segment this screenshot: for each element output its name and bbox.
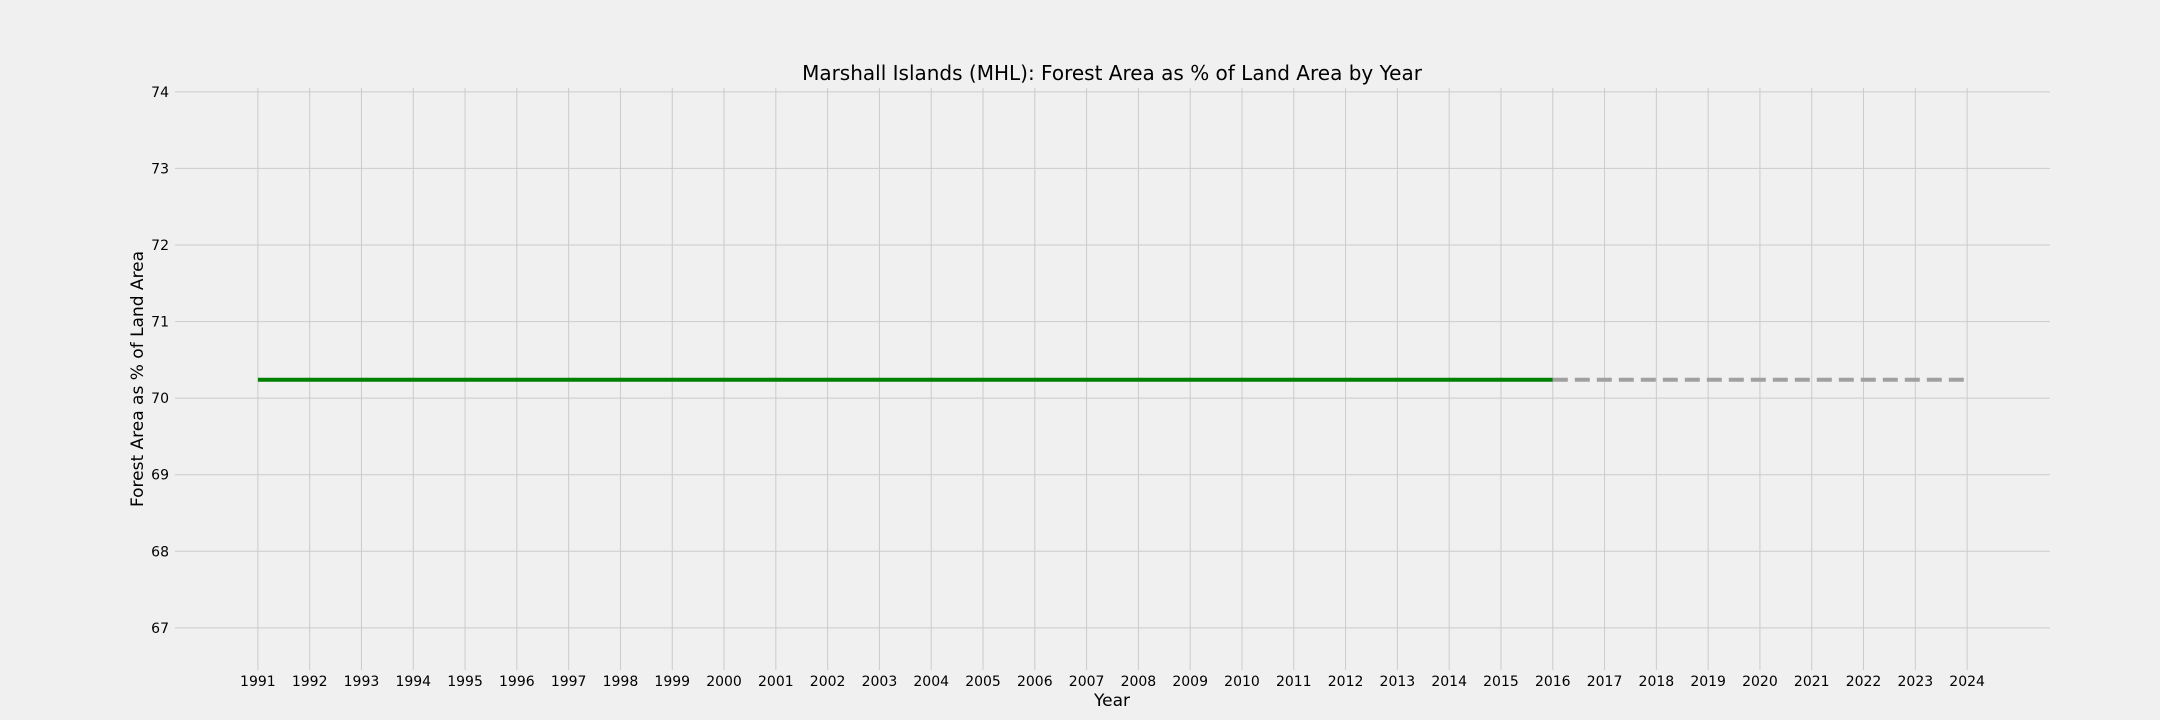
x-tick-label-1998: 1998: [603, 674, 639, 690]
x-tick-label-2001: 2001: [758, 674, 794, 690]
x-tick-label-2010: 2010: [1224, 674, 1260, 690]
y-tick-label-69: 69: [151, 468, 169, 484]
x-tick-label-1993: 1993: [344, 674, 380, 690]
x-tick-label-2011: 2011: [1276, 674, 1312, 690]
x-tick-label-2006: 2006: [1017, 674, 1053, 690]
y-axis-label: Forest Area as % of Land Area: [128, 251, 148, 507]
y-tick-label-68: 68: [151, 544, 169, 560]
x-tick-label-2018: 2018: [1639, 674, 1675, 690]
x-tick-label-2002: 2002: [810, 674, 846, 690]
x-tick-label-2016: 2016: [1535, 674, 1571, 690]
x-tick-label-2003: 2003: [862, 674, 898, 690]
y-tick-labels: 67 68 69 70 71 72 73 74: [151, 85, 169, 637]
chart-title: Marshall Islands (MHL): Forest Area as %…: [802, 61, 1423, 85]
x-tick-label-1991: 1991: [240, 674, 276, 690]
x-tick-labels: 1991 1992 1993 1994 1995 1996 1997 1998 1999 2000…: [240, 674, 1985, 690]
x-tick-label-1996: 1996: [499, 674, 535, 690]
x-tick-label-2005: 2005: [965, 674, 1001, 690]
x-tick-label-2014: 2014: [1431, 674, 1467, 690]
x-tick-label-2024: 2024: [1949, 674, 1985, 690]
y-tick-label-73: 73: [151, 161, 169, 177]
x-tick-label-1995: 1995: [447, 674, 483, 690]
y-tick-label-70: 70: [151, 391, 169, 407]
x-tick-label-2015: 2015: [1483, 674, 1519, 690]
x-tick-label-1999: 1999: [654, 674, 690, 690]
x-tick-label-2009: 2009: [1172, 674, 1208, 690]
x-tick-label-1997: 1997: [551, 674, 587, 690]
x-tick-label-2017: 2017: [1587, 674, 1623, 690]
x-tick-label-2020: 2020: [1742, 674, 1778, 690]
x-tick-label-2008: 2008: [1121, 674, 1157, 690]
x-tick-label-2022: 2022: [1846, 674, 1882, 690]
x-tick-label-2023: 2023: [1898, 674, 1934, 690]
x-axis-label: Year: [1093, 691, 1130, 711]
y-tick-label-67: 67: [151, 621, 169, 637]
x-tick-label-2004: 2004: [913, 674, 949, 690]
x-tick-label-2021: 2021: [1794, 674, 1830, 690]
x-tick-label-2012: 2012: [1328, 674, 1364, 690]
x-tick-label-2000: 2000: [706, 674, 742, 690]
x-tick-label-1992: 1992: [292, 674, 328, 690]
x-tick-label-2007: 2007: [1069, 674, 1105, 690]
y-tick-label-71: 71: [151, 315, 169, 331]
y-tick-label-72: 72: [151, 238, 169, 254]
x-tick-label-2019: 2019: [1690, 674, 1726, 690]
y-tick-label-74: 74: [151, 85, 169, 101]
x-tick-label-1994: 1994: [395, 674, 431, 690]
x-tick-label-2013: 2013: [1380, 674, 1416, 690]
